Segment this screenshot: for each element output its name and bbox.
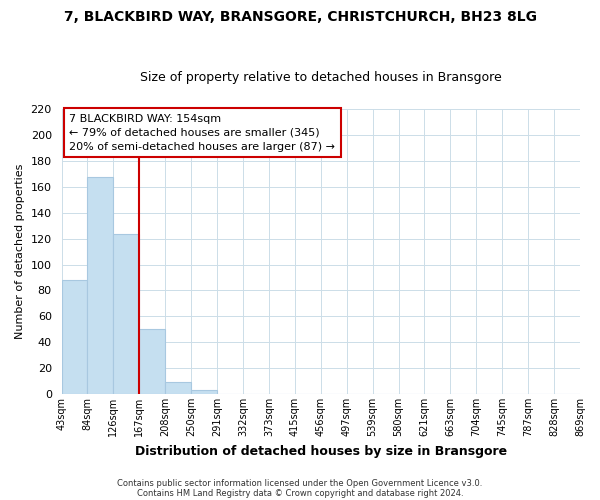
- Bar: [139, 330, 165, 394]
- Y-axis label: Number of detached properties: Number of detached properties: [15, 164, 25, 340]
- Text: Contains HM Land Registry data © Crown copyright and database right 2024.: Contains HM Land Registry data © Crown c…: [137, 488, 463, 498]
- Text: 7 BLACKBIRD WAY: 154sqm
← 79% of detached houses are smaller (345)
20% of semi-d: 7 BLACKBIRD WAY: 154sqm ← 79% of detache…: [70, 114, 335, 152]
- X-axis label: Distribution of detached houses by size in Bransgore: Distribution of detached houses by size …: [135, 444, 507, 458]
- Title: Size of property relative to detached houses in Bransgore: Size of property relative to detached ho…: [140, 72, 502, 85]
- Bar: [88, 176, 113, 394]
- Bar: [62, 280, 88, 394]
- Bar: [165, 382, 191, 394]
- Bar: [191, 390, 217, 394]
- Text: 7, BLACKBIRD WAY, BRANSGORE, CHRISTCHURCH, BH23 8LG: 7, BLACKBIRD WAY, BRANSGORE, CHRISTCHURC…: [64, 10, 536, 24]
- Bar: [113, 234, 139, 394]
- Text: Contains public sector information licensed under the Open Government Licence v3: Contains public sector information licen…: [118, 478, 482, 488]
